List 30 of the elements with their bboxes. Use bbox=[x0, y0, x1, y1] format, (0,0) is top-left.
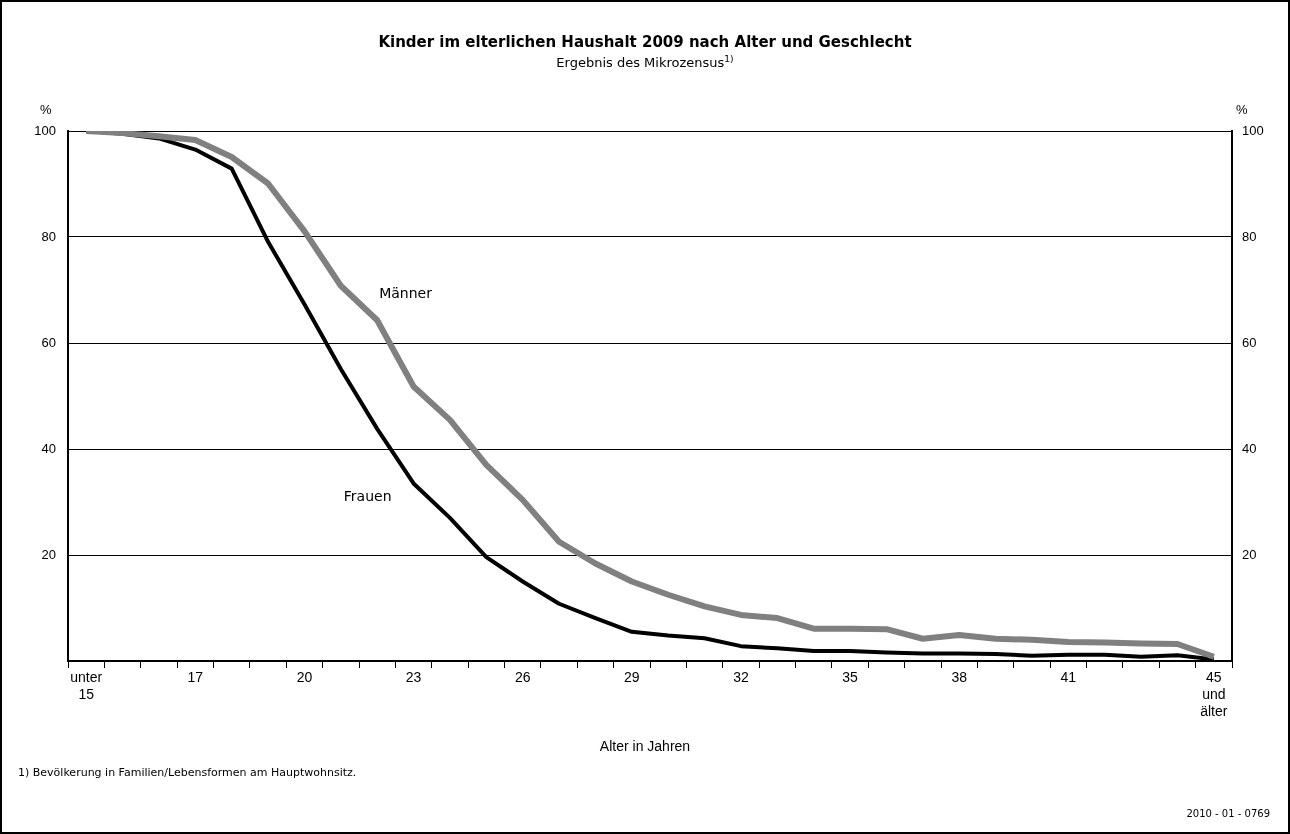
x-tick-label: 41 bbox=[1060, 669, 1077, 686]
y-axis-title: % bbox=[40, 102, 52, 117]
x-axis-title: Alter in Jahren bbox=[598, 738, 692, 754]
y-tick-label: 80 bbox=[41, 228, 56, 244]
y2-axis-title: % bbox=[1236, 102, 1248, 117]
x-tick-label: 23 bbox=[405, 669, 422, 686]
series-label: Frauen bbox=[343, 488, 392, 505]
y2-tick-label: 40 bbox=[1242, 440, 1257, 456]
chart-subtitle: Ergebnis des Mikrozensus$^{1)}$ bbox=[555, 54, 735, 71]
y2-tick-label: 80 bbox=[1242, 228, 1257, 244]
chart-title: Kinder im elterlichen Haushalt 2009 nach Alter und Geschlecht bbox=[377, 33, 913, 51]
x-tick-label: 17 bbox=[187, 669, 204, 686]
y2-tick-label: 100 bbox=[1242, 122, 1264, 138]
series-label: Männer bbox=[379, 284, 433, 301]
y-tick-label: 20 bbox=[41, 546, 56, 562]
y2-tick-label: 60 bbox=[1242, 334, 1257, 350]
x-tick-label: 20 bbox=[296, 669, 313, 686]
x-tick-label: unter 15 bbox=[70, 669, 103, 703]
x-tick-label: 26 bbox=[514, 669, 531, 686]
y2-tick-label: 20 bbox=[1242, 546, 1257, 562]
x-tick-label: 29 bbox=[624, 669, 640, 686]
x-tick-label: 35 bbox=[842, 669, 859, 686]
x-tick-label: 45 und älter bbox=[1200, 669, 1228, 719]
y-tick-label: 60 bbox=[41, 334, 56, 350]
x-tick-label: 32 bbox=[733, 669, 749, 686]
x-tick-label: 38 bbox=[951, 669, 968, 686]
y-tick-label: 40 bbox=[41, 440, 56, 456]
text: 2010 - 01 - 0769 bbox=[1186, 808, 1270, 819]
text: 1) Bevölkerung in Familien/Lebensformen am Hauptwohnsitz. bbox=[18, 766, 357, 779]
y-tick-label: 100 bbox=[34, 122, 56, 138]
